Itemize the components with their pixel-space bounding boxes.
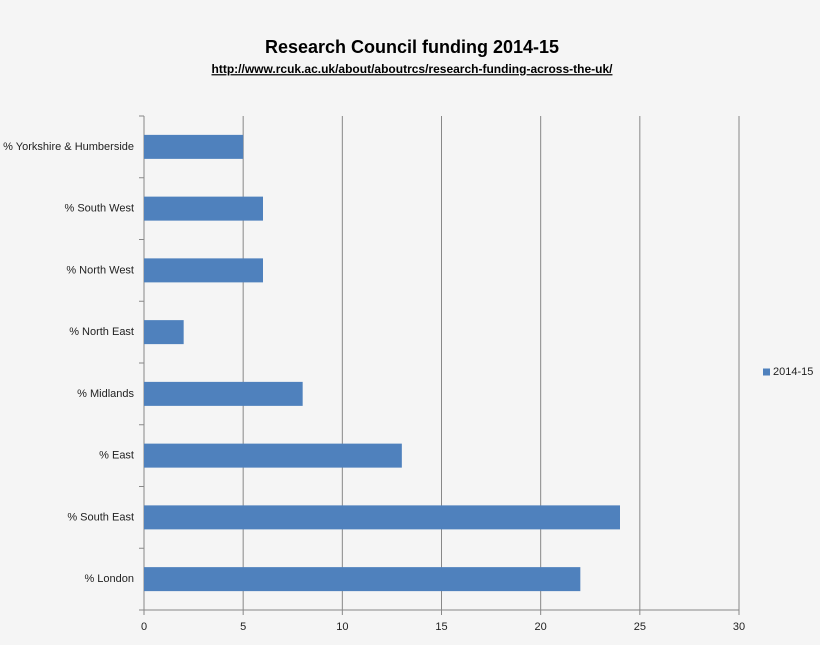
y-tick-label: % Midlands [77,388,134,400]
bar [144,567,581,592]
y-tick-label: % North West [66,264,134,276]
chart-subtitle: http://www.rcuk.ac.uk/about/aboutrcs/res… [212,62,614,76]
y-tick-label: % London [84,573,134,585]
y-tick-label: % Yorkshire & Humberside [3,141,134,153]
x-tick-label: 10 [336,621,348,633]
bar [144,505,620,530]
bar [144,443,402,468]
bar [144,196,263,221]
y-tick-label: % North East [69,326,134,338]
bar [144,134,244,159]
y-tick-label: % East [99,450,134,462]
legend-label: 2014-15 [773,366,813,378]
bar [144,258,263,283]
legend-swatch [763,368,770,376]
y-tick-label: % South East [67,511,134,523]
x-tick-label: 25 [634,621,646,633]
chart-title: Research Council funding 2014-15 [265,37,559,57]
y-tick-label: % South West [65,203,135,215]
x-tick-label: 20 [535,621,547,633]
x-tick-label: 30 [733,621,745,633]
x-tick-label: 15 [435,621,447,633]
x-tick-label: 0 [141,621,147,633]
bar [144,320,184,345]
bar [144,381,303,406]
x-tick-label: 5 [240,621,246,633]
